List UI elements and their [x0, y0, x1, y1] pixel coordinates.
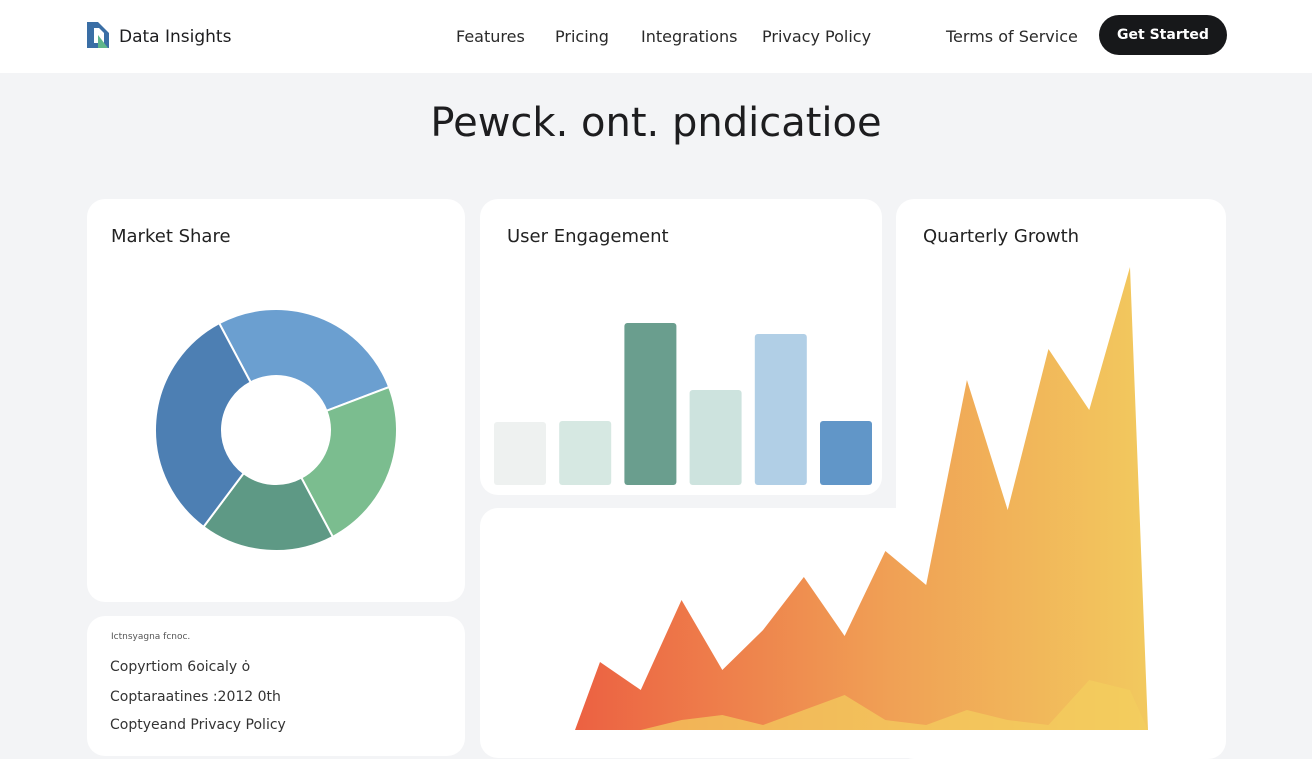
- page-title: Pewck. ont. pndicatioe: [430, 100, 882, 146]
- bar: [820, 421, 872, 485]
- area: [575, 267, 1148, 730]
- card-title: Market Share: [111, 226, 231, 247]
- bar: [624, 323, 677, 485]
- footer-heading: Ictnsyagna fcnoc.: [111, 632, 191, 642]
- card-title: User Engagement: [507, 226, 669, 247]
- donut-segment: [217, 308, 391, 413]
- donut-segment: [154, 321, 253, 529]
- bar: [494, 422, 546, 485]
- logo: [87, 22, 109, 48]
- footer-line[interactable]: Copyrtiom 6oicaly ȯ: [110, 659, 251, 675]
- bar: [689, 390, 742, 485]
- card: [87, 616, 465, 756]
- nav-bar: [0, 0, 1312, 73]
- bar: [754, 334, 807, 485]
- card-title: Quarterly Growth: [923, 226, 1080, 247]
- nav-link[interactable]: Pricing: [555, 27, 609, 46]
- donut-segment: [202, 471, 335, 552]
- bar: [559, 421, 612, 485]
- nav-link[interactable]: Terms of Service: [946, 27, 1078, 46]
- footer-line[interactable]: Coptaraatines :2012 0th: [110, 689, 281, 705]
- nav-link[interactable]: Features: [456, 27, 525, 46]
- card: [480, 199, 882, 495]
- bar-chart: [494, 323, 872, 485]
- brand[interactable]: Data Insights: [119, 27, 232, 47]
- donut-chart: [154, 308, 398, 552]
- footer-line[interactable]: Coptyeand Privacy Policy: [110, 717, 286, 733]
- donut-segment: [299, 385, 398, 539]
- area-chart: [575, 267, 1148, 730]
- cta-button[interactable]: Get Started: [1099, 15, 1227, 55]
- nav-link[interactable]: Privacy Policy: [762, 27, 872, 46]
- nav-link[interactable]: Integrations: [641, 27, 738, 46]
- area: [575, 680, 1148, 730]
